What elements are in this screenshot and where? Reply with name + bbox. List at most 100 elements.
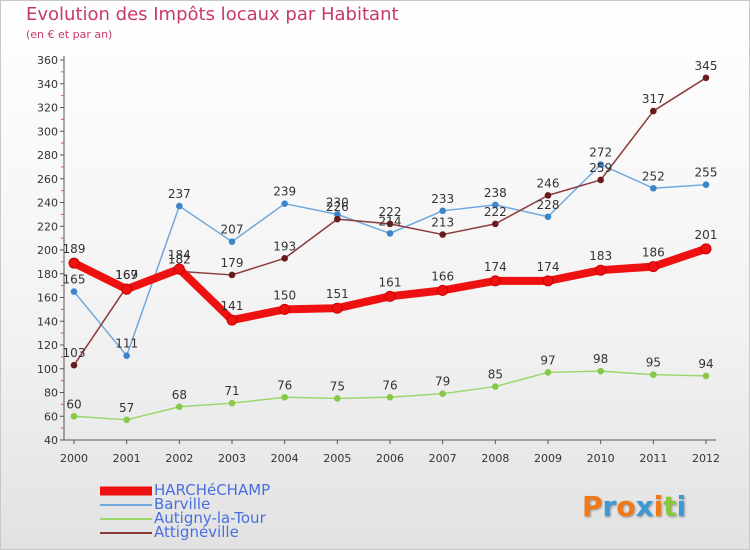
axes: 40 60 80 100 120 140 160 180 200 220 240 260 280 300 3…: [37, 54, 720, 465]
data-point: [597, 176, 604, 184]
data-point: [386, 393, 394, 401]
data-label: 345: [695, 59, 718, 73]
data-point: [650, 184, 657, 192]
data-point: [650, 107, 657, 115]
data-label: 76: [382, 378, 397, 392]
y-tick-label: 360: [37, 54, 58, 67]
data-label: 103: [63, 346, 86, 360]
logo-letter: o: [616, 490, 636, 523]
x-tick-label: 2009: [534, 452, 562, 465]
data-point: [228, 271, 236, 279]
data-label: 75: [330, 379, 345, 393]
data-label: 76: [277, 378, 292, 392]
x-tick-label: 2012: [692, 452, 720, 465]
proxiti-logo: Proxiti: [582, 490, 686, 523]
data-point: [437, 284, 449, 296]
legend-label: Attignéville: [154, 523, 239, 541]
data-label: 189: [63, 242, 86, 256]
logo-letter: i: [653, 490, 664, 523]
y-tick-label: 100: [37, 363, 58, 376]
data-point: [386, 230, 394, 237]
data-label: 272: [589, 146, 612, 160]
data-label: 179: [221, 256, 244, 270]
data-label: 214: [379, 214, 402, 228]
data-label: 97: [540, 353, 555, 367]
y-tick-label: 300: [37, 125, 58, 138]
data-point: [595, 264, 607, 276]
data-point: [70, 288, 78, 295]
data-label: 259: [589, 161, 612, 175]
data-point: [489, 275, 501, 287]
x-tick-label: 2004: [271, 452, 299, 465]
data-label: 239: [273, 185, 296, 199]
data-point: [597, 367, 604, 375]
data-label: 161: [379, 275, 402, 289]
data-point: [176, 202, 183, 210]
data-point: [68, 257, 80, 269]
data-point: [123, 352, 130, 359]
data-point: [281, 255, 288, 262]
data-label: 167: [115, 268, 138, 282]
data-point: [226, 314, 238, 326]
y-tick-label: 320: [37, 102, 58, 115]
data-label: 169: [115, 268, 138, 282]
data-point: [279, 303, 291, 315]
logo-letter: P: [582, 490, 603, 523]
data-point: [700, 243, 712, 255]
y-tick-label: 340: [37, 78, 58, 91]
data-label: 111: [115, 337, 138, 351]
data-point: [176, 403, 183, 411]
data-point: [702, 74, 710, 82]
y-tick-label: 220: [37, 220, 58, 233]
data-label: 141: [221, 299, 244, 313]
logo-letter: i: [676, 490, 687, 523]
data-label: 95: [646, 356, 661, 370]
x-tick-label: 2010: [587, 452, 615, 465]
data-label: 98: [593, 352, 608, 366]
data-point: [492, 220, 499, 228]
data-label: 238: [484, 186, 507, 200]
data-point: [334, 215, 341, 223]
data-label: 193: [273, 239, 296, 253]
y-tick-label: 180: [37, 268, 58, 281]
chart-subtitle: (en € et par an): [26, 28, 113, 41]
data-point: [386, 220, 394, 228]
data-point: [228, 399, 236, 407]
data-point: [70, 412, 78, 420]
x-tick-label: 2002: [165, 452, 193, 465]
y-tick-label: 260: [37, 173, 58, 186]
data-point: [331, 302, 343, 314]
x-tick-label: 2005: [323, 452, 351, 465]
y-tick-label: 60: [44, 410, 58, 423]
data-point: [702, 181, 710, 188]
legend-swatch: [100, 518, 152, 520]
data-label: 151: [326, 287, 349, 301]
data-label: 228: [537, 198, 560, 212]
x-tick-label: 2008: [481, 452, 509, 465]
data-point: [173, 263, 185, 275]
data-label: 183: [589, 249, 612, 263]
legend-label: HARCHéCHAMP: [154, 481, 271, 499]
logo-letter: x: [635, 490, 654, 523]
data-label: 174: [537, 260, 560, 274]
data-point: [650, 371, 657, 378]
y-tick-label: 200: [37, 244, 58, 257]
y-tick-label: 160: [37, 292, 58, 305]
data-label: 85: [488, 368, 503, 382]
data-label: 186: [642, 246, 665, 260]
data-label: 207: [221, 223, 244, 237]
legend-label: Autigny-la-Tour: [154, 509, 266, 527]
series-lines: [68, 74, 712, 424]
data-point: [702, 372, 710, 380]
data-labels: 189 167 184 141 150 151 161 166 174 174 183 186 201 1…: [63, 59, 718, 415]
data-point: [334, 395, 341, 402]
data-label: 317: [642, 92, 665, 106]
x-tick-label: 2003: [218, 452, 246, 465]
logo-letter: r: [602, 490, 617, 523]
x-tick-label: 2007: [429, 452, 457, 465]
data-point: [123, 416, 130, 424]
data-label: 60: [66, 397, 81, 411]
data-point: [542, 275, 554, 287]
y-tick-label: 80: [44, 387, 58, 400]
data-label: 222: [484, 205, 507, 219]
